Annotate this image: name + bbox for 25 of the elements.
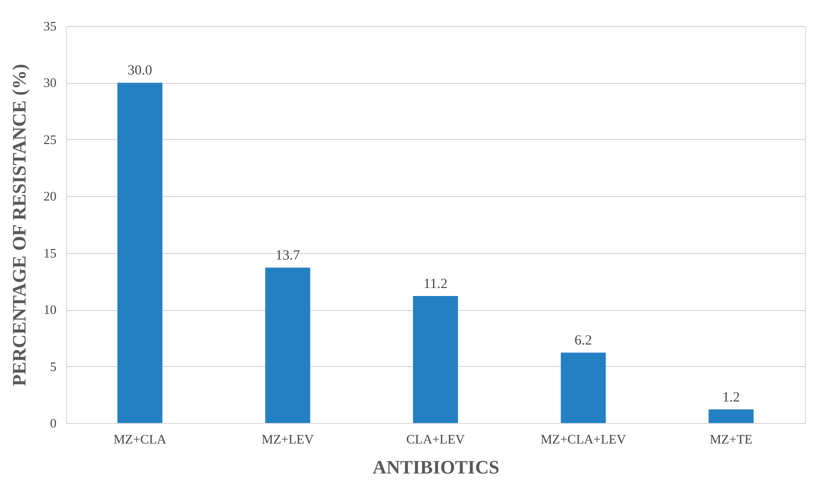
data-label: 6.2 — [574, 334, 592, 349]
data-label: 13.7 — [275, 248, 300, 264]
bar — [413, 296, 458, 423]
data-label: 1.2 — [722, 390, 740, 406]
y-tick-label: 25 — [44, 132, 56, 147]
x-tick-label: CLA+LEV — [406, 432, 466, 446]
x-tick-label: MZ+CLA — [113, 432, 167, 446]
y-tick-label: 0 — [50, 416, 56, 430]
bar — [117, 82, 162, 423]
bar — [708, 409, 754, 423]
x-tick-label: MZ+TE — [710, 432, 753, 446]
data-label: 11.2 — [424, 276, 448, 292]
y-tick-label: 20 — [44, 188, 56, 204]
y-axis-title: PERCENTAGE OF RESISTANCE (%) — [10, 64, 30, 386]
bar — [265, 268, 310, 423]
y-tick-label: 35 — [44, 18, 56, 34]
x-tick-label: MZ+LEV — [262, 432, 314, 446]
x-tick-label: MZ+CLA+LEV — [540, 432, 627, 446]
y-tick-label: 5 — [50, 358, 56, 374]
data-label: 30.0 — [128, 64, 152, 79]
x-axis-title: ANTIBIOTICS — [372, 458, 500, 478]
y-tick-label: 10 — [44, 302, 56, 318]
y-tick-label: 15 — [44, 245, 56, 260]
bar — [560, 352, 606, 423]
y-tick-label: 30 — [44, 75, 56, 90]
